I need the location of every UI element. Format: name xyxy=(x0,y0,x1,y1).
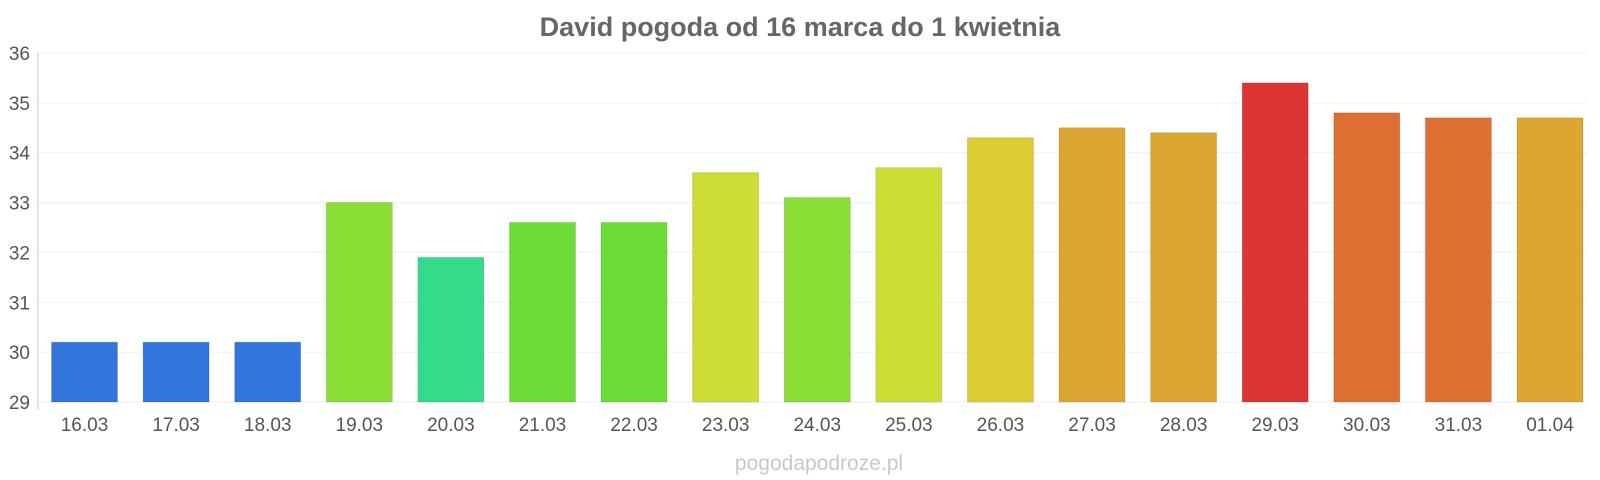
bar xyxy=(1424,117,1492,403)
bar xyxy=(692,172,760,403)
y-tick-label: 34 xyxy=(9,144,31,165)
bar xyxy=(966,137,1034,403)
x-tick-label: 22.03 xyxy=(610,415,658,436)
chart-title: David pogoda od 16 marca do 1 kwietnia xyxy=(540,12,1062,42)
y-tick-label: 33 xyxy=(9,194,30,215)
bar xyxy=(417,256,485,403)
x-tick-label: 23.03 xyxy=(702,415,750,436)
x-tick-label: 26.03 xyxy=(977,415,1025,436)
bar xyxy=(1241,82,1309,403)
x-axis-tick-labels: 16.03 17.03 18.03 19.03 20.03 21.03 22.03 23.03… xyxy=(61,415,1574,436)
x-tick-label: 25.03 xyxy=(885,415,933,436)
x-tick-label: 17.03 xyxy=(152,415,200,436)
y-tick-label: 31 xyxy=(9,293,30,314)
bar xyxy=(325,202,393,403)
x-tick-label: 01.04 xyxy=(1526,415,1574,436)
bar xyxy=(1150,132,1218,403)
x-tick-label: 20.03 xyxy=(427,415,475,436)
y-tick-label: 32 xyxy=(9,243,30,264)
y-tick-label: 35 xyxy=(9,94,30,115)
x-tick-label: 28.03 xyxy=(1160,415,1208,436)
y-tick-label: 30 xyxy=(9,343,30,364)
watermark: pogodapodroze.pl xyxy=(735,452,903,475)
bar xyxy=(51,341,118,403)
x-tick-label: 29.03 xyxy=(1251,415,1299,436)
bar xyxy=(508,222,576,403)
x-tick-label: 24.03 xyxy=(793,415,841,436)
bar xyxy=(783,197,851,403)
x-tick-label: 27.03 xyxy=(1068,415,1116,436)
bar xyxy=(1058,127,1126,403)
bar xyxy=(142,341,210,403)
x-tick-label: 19.03 xyxy=(336,415,384,436)
y-axis-tick-labels: 29 30 31 32 33 34 35 36 xyxy=(9,44,31,414)
x-tick-label: 18.03 xyxy=(244,415,292,436)
x-tick-label: 21.03 xyxy=(519,415,567,436)
bar xyxy=(600,222,668,403)
bar xyxy=(875,167,943,403)
bar xyxy=(1333,112,1401,403)
bars xyxy=(51,82,1584,403)
x-tick-label: 16.03 xyxy=(61,415,109,436)
y-tick-label: 36 xyxy=(9,44,30,65)
bar xyxy=(234,341,302,403)
x-tick-label: 31.03 xyxy=(1435,415,1483,436)
x-tick-label: 30.03 xyxy=(1343,415,1391,436)
bar xyxy=(1516,117,1584,403)
y-tick-label: 29 xyxy=(9,393,30,414)
